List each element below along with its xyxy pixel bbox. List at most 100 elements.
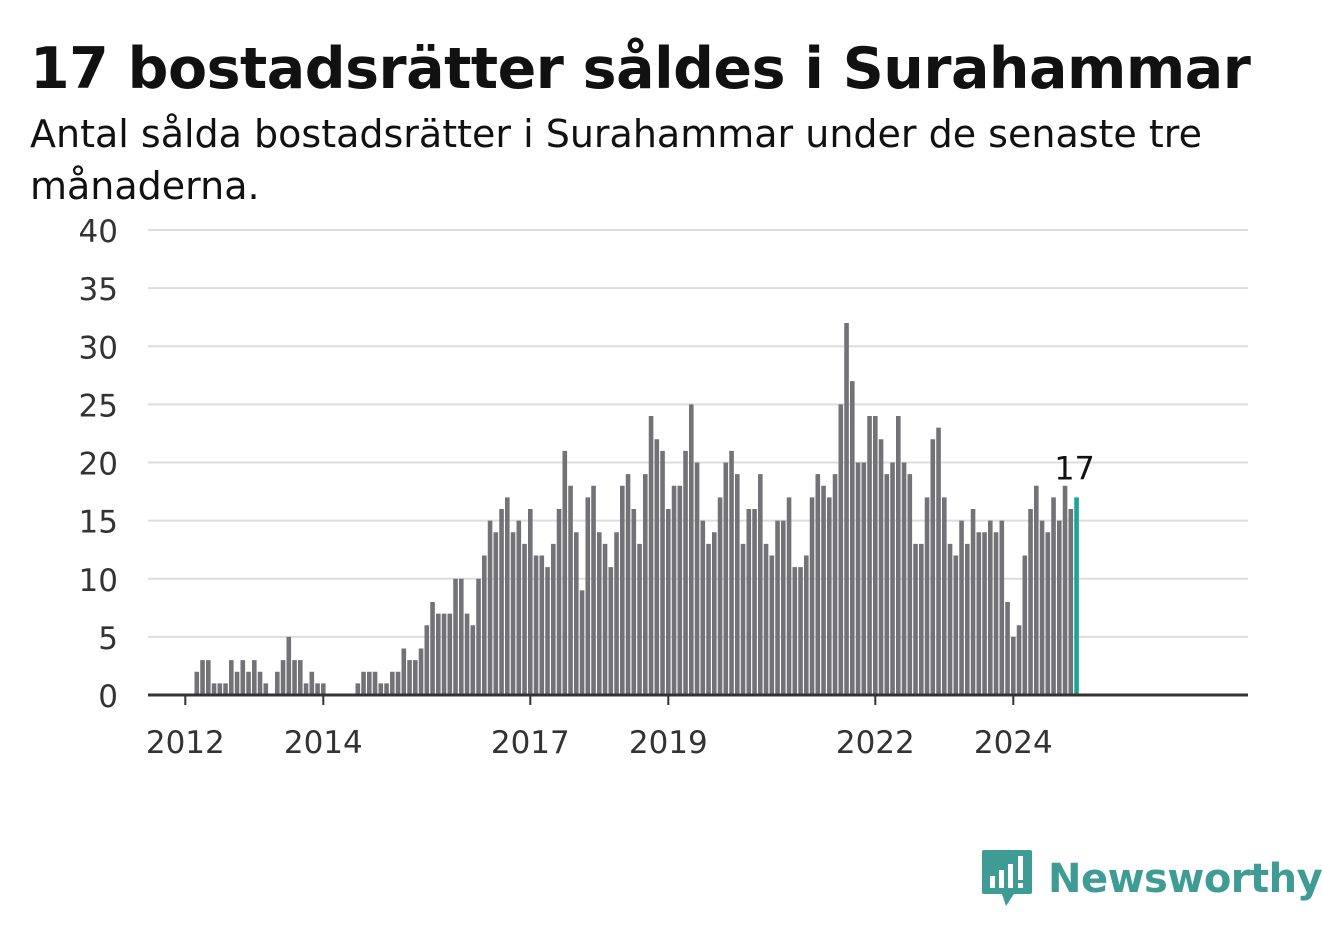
y-tick-label: 30 [79,330,118,366]
newsworthy-logo: Newsworthy [980,848,1322,910]
bar [378,683,384,695]
bar [505,497,510,695]
bar [223,683,228,695]
bar [809,497,815,695]
bar [234,671,240,695]
bar [436,613,441,695]
bar [1039,520,1045,695]
bar [424,625,430,695]
bar [815,474,821,695]
x-tick-label: 2022 [836,725,915,761]
bar [970,509,976,695]
bar [286,636,292,695]
bar [781,520,786,695]
bar [735,474,740,695]
bar [683,450,688,695]
bar [384,683,389,695]
bar [280,660,286,695]
bar [924,497,930,695]
bar [556,509,562,695]
y-tick-label: 10 [79,563,118,599]
bar [769,555,775,695]
bar [677,485,683,695]
bar [620,485,625,695]
bar [786,497,792,695]
bar [666,509,671,695]
bar [206,660,211,695]
bar [625,474,631,695]
bar [292,660,297,695]
x-tick-label: 2014 [284,725,363,761]
bar [309,671,315,695]
bar [355,683,361,695]
bar [246,671,251,695]
bar [694,462,700,695]
bar [942,497,947,695]
y-tick-label: 5 [98,621,118,657]
bar [470,625,476,695]
bar [936,427,941,695]
bar [487,520,493,695]
bar [965,543,970,695]
bar [1051,497,1056,695]
y-tick-label: 0 [98,679,118,715]
bar [844,323,849,695]
bar [275,671,280,695]
bar [689,404,694,695]
bar [792,567,798,695]
bar [763,543,769,695]
bar [878,439,884,695]
bar [867,416,872,695]
bar [211,683,217,695]
bar [551,543,556,695]
bar [896,416,901,695]
brand-name: Newsworthy [1048,856,1322,902]
bar [482,555,487,695]
bar [832,474,838,695]
bar-highlight [1074,497,1079,695]
bar [717,497,723,695]
bar [999,520,1005,695]
bar [217,683,223,695]
bar [585,497,591,695]
bar [913,543,918,695]
x-tick-label: 2017 [491,725,570,761]
bar [476,578,481,695]
bar [608,567,614,695]
newsworthy-logo-icon [982,850,1032,906]
bar [930,439,936,695]
bar [321,683,326,695]
bar [758,474,763,695]
bar [407,660,412,695]
bar [522,543,527,695]
y-tick-label: 25 [79,388,118,424]
bar [1062,485,1068,695]
bar [418,648,424,695]
bar [901,462,907,695]
bar [528,509,533,695]
bar [1034,485,1039,695]
bar [890,462,895,695]
bar [746,509,752,695]
bar [361,671,366,695]
bar [827,497,832,695]
bar [855,462,861,695]
bar [706,543,711,695]
bar [729,450,734,695]
bar [712,532,717,695]
bar [499,509,504,695]
bar [303,683,309,695]
bar [798,567,803,695]
y-tick-label: 35 [79,272,118,308]
bar [982,532,987,695]
bar [861,462,867,695]
y-tick-label: 20 [79,447,118,483]
bar [700,520,706,695]
bar [315,683,320,695]
bar [850,381,855,695]
bar [390,671,395,695]
bar [200,660,205,695]
bar [614,532,619,695]
bar [252,660,257,695]
bar [493,532,499,695]
